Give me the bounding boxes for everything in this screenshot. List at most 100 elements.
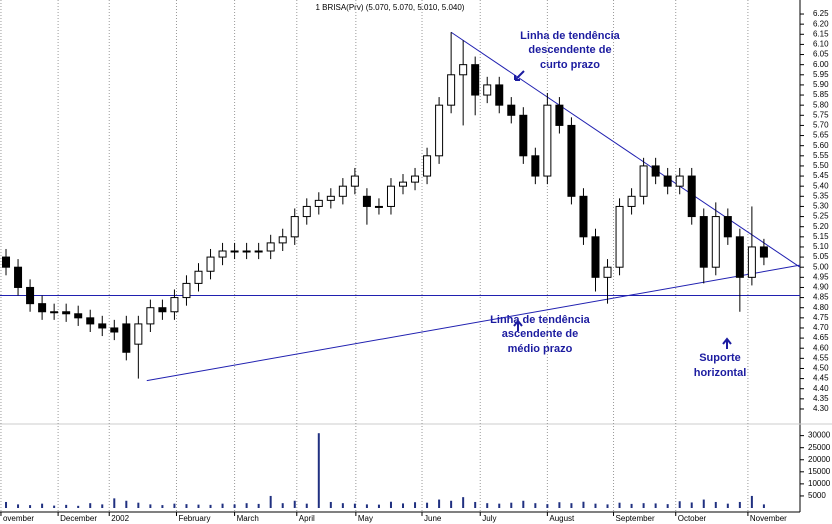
candle-body — [423, 155, 432, 177]
y-tick-label: 5.10 — [813, 242, 829, 251]
volume-bar — [762, 504, 765, 508]
candle-body — [122, 323, 131, 353]
y-tick-label: 5.95 — [813, 70, 829, 79]
volume-bar — [426, 502, 429, 508]
volume-tick-label: 30000 — [808, 431, 831, 440]
y-tick-label: 4.30 — [813, 404, 829, 413]
candle-body — [447, 74, 456, 106]
y-tick-label: 5.55 — [813, 151, 829, 160]
y-tick-label: 5.70 — [813, 121, 829, 130]
volume-bar — [582, 501, 585, 508]
volume-bar — [281, 503, 284, 508]
candle-body — [14, 266, 23, 288]
volume-bar — [714, 501, 717, 508]
volume-tick-label: 25000 — [808, 443, 831, 452]
volume-bar — [137, 502, 140, 508]
volume-bar — [438, 499, 441, 508]
annotation: horizontal — [694, 367, 747, 379]
annotation: ascendente de — [502, 328, 578, 340]
candle-body — [290, 216, 299, 238]
candle-body — [218, 250, 227, 258]
x-tick-label: June — [424, 514, 442, 523]
y-tick-label: 6.10 — [813, 40, 829, 49]
y-tick-label: 5.30 — [813, 202, 829, 211]
volume-bar — [149, 504, 152, 508]
volume-bar — [594, 503, 597, 508]
candle-body — [591, 236, 600, 278]
y-tick-label: 5.45 — [813, 171, 829, 180]
candle-body — [723, 216, 732, 238]
volume-bar — [534, 503, 537, 508]
y-tick-label: 4.75 — [813, 313, 829, 322]
y-tick-label: 6.25 — [813, 9, 829, 18]
volume-tick-label: 15000 — [808, 467, 831, 476]
candle-body — [555, 104, 564, 126]
volume-bar — [522, 500, 525, 508]
candle-body — [194, 270, 203, 284]
annotation: Linha de tendência — [520, 30, 621, 42]
volume-bar — [726, 503, 729, 508]
volume-bar — [245, 503, 248, 508]
volume-bar — [17, 504, 20, 508]
x-tick-label: September — [616, 514, 655, 523]
candle-body — [50, 311, 59, 314]
candle-body — [374, 205, 383, 208]
volume-bar — [462, 497, 465, 508]
volume-bar — [293, 500, 296, 508]
annotation: médio prazo — [508, 343, 573, 355]
y-tick-label: 4.35 — [813, 394, 829, 403]
y-tick-label: 4.45 — [813, 374, 829, 383]
annotation: Suporte — [699, 352, 741, 364]
candle-body — [459, 64, 468, 76]
y-tick-label: 4.65 — [813, 333, 829, 342]
volume-bar — [329, 501, 332, 508]
y-tick-label: 5.35 — [813, 191, 829, 200]
chart-title: 1 BRISA(Prv) (5.070, 5.070, 5.010, 5.040… — [316, 3, 465, 12]
y-tick-label: 6.00 — [813, 60, 829, 69]
volume-bar — [77, 505, 80, 508]
x-tick-label: ovember — [3, 514, 34, 523]
candle-body — [699, 216, 708, 268]
candle-body — [110, 327, 119, 333]
candle-body — [350, 175, 359, 187]
candle-body — [206, 256, 215, 272]
candle-body — [362, 195, 371, 207]
annotation: curto prazo — [540, 59, 600, 71]
candle-body — [302, 205, 311, 218]
volume-bar — [317, 433, 320, 508]
candle-body — [314, 199, 323, 207]
candle-body — [146, 307, 155, 325]
candle-body — [242, 250, 251, 253]
candle-body — [266, 242, 275, 252]
volume-bar — [690, 502, 693, 508]
x-tick-label: July — [482, 514, 496, 523]
x-tick-label: 2002 — [111, 514, 129, 523]
candle-body — [230, 250, 239, 253]
trend-line — [450, 31, 801, 268]
candle-body — [338, 185, 347, 197]
candle-body — [687, 175, 696, 218]
x-tick-label: December — [60, 514, 97, 523]
candle-body — [603, 266, 612, 278]
candle-body — [278, 236, 287, 244]
y-tick-label: 4.60 — [813, 343, 829, 352]
candle-body — [663, 175, 672, 187]
annotation: descendente de — [528, 44, 611, 56]
y-tick-label: 4.55 — [813, 353, 829, 362]
volume-bar — [546, 504, 549, 508]
x-tick-label: August — [549, 514, 575, 523]
x-tick-label: November — [750, 514, 787, 523]
x-tick-label: April — [299, 514, 315, 523]
volume-bar — [642, 503, 645, 508]
candle-body — [747, 246, 756, 278]
volume-bar — [750, 495, 753, 508]
volume-bar — [498, 503, 501, 508]
candle-body — [62, 311, 71, 315]
y-tick-label: 5.85 — [813, 90, 829, 99]
y-tick-label: 6.05 — [813, 50, 829, 59]
volume-bar — [5, 501, 8, 508]
candle-body — [26, 286, 35, 305]
volume-bar — [29, 505, 32, 508]
